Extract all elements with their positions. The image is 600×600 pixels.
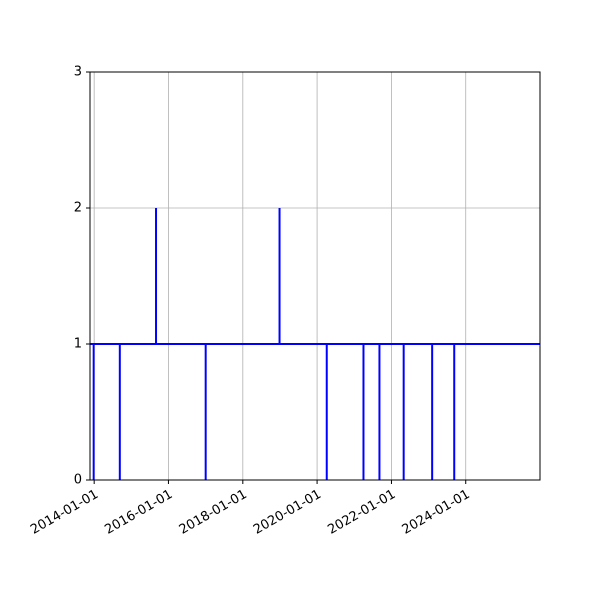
plot-frame: [89, 71, 541, 481]
plot-area: [90, 72, 540, 480]
series-lines: [90, 208, 540, 480]
y-tick-label: 0: [74, 473, 82, 488]
y-tick-label: 1: [74, 337, 82, 352]
y-tick-label: 2: [74, 201, 82, 216]
y-axis-ticks: 0 1 2 3: [74, 65, 90, 488]
y-tick-label: 3: [74, 65, 82, 80]
x-gridlines: [93, 72, 467, 480]
